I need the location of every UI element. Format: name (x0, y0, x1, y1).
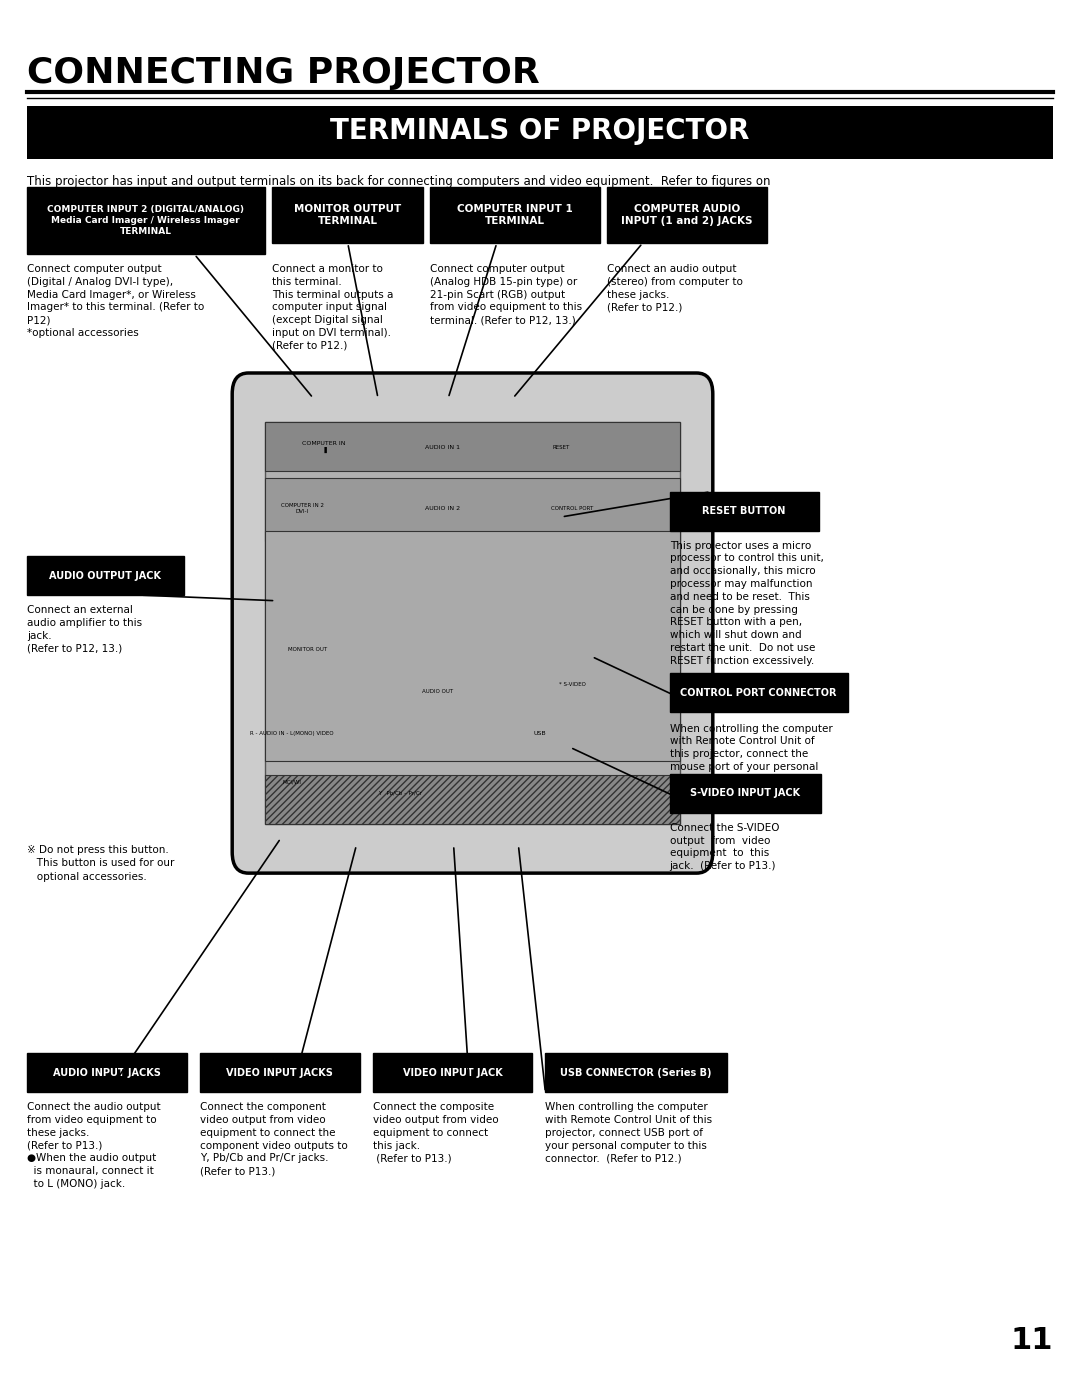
Text: USB: USB (534, 731, 546, 736)
Text: R - AUDIO IN - L(MONO) VIDEO: R - AUDIO IN - L(MONO) VIDEO (249, 731, 334, 736)
Text: 11: 11 (1011, 1326, 1053, 1355)
FancyBboxPatch shape (265, 775, 680, 824)
Text: Y   Pb/Cb – Pr/Cr: Y Pb/Cb – Pr/Cr (378, 791, 421, 796)
Text: VIDEO INPUT JACKS: VIDEO INPUT JACKS (227, 1067, 333, 1078)
Text: COMPUTER INPUT 1
TERMINAL: COMPUTER INPUT 1 TERMINAL (457, 204, 573, 226)
Text: MONITOR OUTPUT
TERMINAL: MONITOR OUTPUT TERMINAL (294, 204, 402, 226)
Text: CONTROL PORT: CONTROL PORT (551, 506, 594, 511)
Text: S-VIDEO INPUT JACK: S-VIDEO INPUT JACK (690, 788, 800, 799)
FancyBboxPatch shape (272, 187, 423, 243)
FancyBboxPatch shape (430, 187, 600, 243)
FancyBboxPatch shape (265, 531, 680, 761)
Text: MONITOR OUT: MONITOR OUT (288, 647, 327, 652)
Text: When controlling the computer
with Remote Control Unit of
this projector, connec: When controlling the computer with Remot… (670, 724, 833, 798)
FancyBboxPatch shape (27, 106, 1053, 159)
Text: Connect the component
video output from video
equipment to connect the
component: Connect the component video output from … (200, 1102, 348, 1176)
Text: MCI/WI: MCI/WI (282, 780, 301, 785)
FancyBboxPatch shape (27, 556, 184, 595)
FancyBboxPatch shape (27, 187, 265, 254)
Text: COMPUTER INPUT 2 (DIGITAL/ANALOG)
Media Card Imager / Wireless Imager
TERMINAL: COMPUTER INPUT 2 (DIGITAL/ANALOG) Media … (48, 205, 244, 236)
Text: AUDIO IN 2: AUDIO IN 2 (426, 506, 460, 511)
Text: Connect an external
audio amplifier to this
jack.
(Refer to P12, 13.): Connect an external audio amplifier to t… (27, 605, 143, 654)
Text: * S-VIDEO: * S-VIDEO (559, 682, 585, 687)
Text: RESET: RESET (553, 444, 570, 450)
Text: Connect a monitor to
this terminal.
This terminal outputs a
computer input signa: Connect a monitor to this terminal. This… (272, 264, 393, 351)
Text: AUDIO OUTPUT JACK: AUDIO OUTPUT JACK (50, 570, 161, 581)
FancyBboxPatch shape (545, 1053, 727, 1092)
FancyBboxPatch shape (670, 673, 848, 712)
Text: Connect computer output
(Digital / Analog DVI-I type),
Media Card Imager*, or Wi: Connect computer output (Digital / Analo… (27, 264, 204, 338)
FancyBboxPatch shape (232, 373, 713, 873)
Text: TERMINALS OF PROJECTOR: TERMINALS OF PROJECTOR (330, 117, 750, 145)
FancyBboxPatch shape (200, 1053, 360, 1092)
Text: AUDIO IN 1: AUDIO IN 1 (426, 444, 460, 450)
Text: When controlling the computer
with Remote Control Unit of this
projector, connec: When controlling the computer with Remot… (545, 1102, 713, 1164)
FancyBboxPatch shape (265, 422, 680, 824)
Text: COMPUTER AUDIO
INPUT (1 and 2) JACKS: COMPUTER AUDIO INPUT (1 and 2) JACKS (621, 204, 753, 226)
Text: ※ Do not press this button.
   This button is used for our
   optional accessori: ※ Do not press this button. This button … (27, 845, 174, 882)
Text: CONTROL PORT CONNECTOR: CONTROL PORT CONNECTOR (680, 687, 837, 698)
Text: AUDIO INPUT JACKS: AUDIO INPUT JACKS (53, 1067, 161, 1078)
Text: VIDEO INPUT JACK: VIDEO INPUT JACK (403, 1067, 502, 1078)
FancyBboxPatch shape (373, 1053, 532, 1092)
Text: Connect the composite
video output from video
equipment to connect
this jack.
 (: Connect the composite video output from … (373, 1102, 498, 1164)
Text: AUDIO OUT: AUDIO OUT (422, 689, 453, 694)
Text: Connect the audio output
from video equipment to
these jacks.
(Refer to P13.)
●W: Connect the audio output from video equi… (27, 1102, 161, 1189)
Text: This projector has input and output terminals on its back for connecting compute: This projector has input and output term… (27, 175, 770, 205)
FancyBboxPatch shape (27, 1053, 187, 1092)
Text: RESET BUTTON: RESET BUTTON (702, 506, 786, 517)
FancyBboxPatch shape (607, 187, 767, 243)
FancyBboxPatch shape (265, 478, 680, 541)
Text: Connect computer output
(Analog HDB 15-pin type) or
21-pin Scart (RGB) output
fr: Connect computer output (Analog HDB 15-p… (430, 264, 582, 326)
Text: CONNECTING PROJECTOR: CONNECTING PROJECTOR (27, 56, 540, 89)
FancyBboxPatch shape (670, 774, 821, 813)
Text: COMPUTER IN 2
DVI-I: COMPUTER IN 2 DVI-I (281, 503, 324, 514)
FancyBboxPatch shape (670, 492, 819, 531)
FancyBboxPatch shape (265, 422, 680, 471)
Text: Connect an audio output
(stereo) from computer to
these jacks.
(Refer to P12.): Connect an audio output (stereo) from co… (607, 264, 743, 313)
Text: USB CONNECTOR (Series B): USB CONNECTOR (Series B) (561, 1067, 712, 1078)
Text: COMPUTER IN
▐: COMPUTER IN ▐ (302, 441, 346, 453)
Text: Connect the S-VIDEO
output  from  video
equipment  to  this
jack.  (Refer to P13: Connect the S-VIDEO output from video eq… (670, 823, 779, 872)
Text: This projector uses a micro
processor to control this unit,
and occasionally, th: This projector uses a micro processor to… (670, 541, 823, 666)
